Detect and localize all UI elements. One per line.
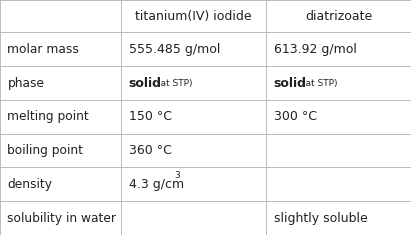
Text: 360 °C: 360 °C — [129, 144, 171, 157]
Text: 613.92 g/mol: 613.92 g/mol — [274, 43, 357, 56]
Text: density: density — [7, 178, 52, 191]
Text: 4.3 g/cm: 4.3 g/cm — [129, 178, 184, 191]
Text: (at STP): (at STP) — [302, 78, 337, 88]
Text: 300 °C: 300 °C — [274, 110, 317, 123]
Text: solid: solid — [274, 77, 307, 90]
Text: slightly soluble: slightly soluble — [274, 212, 367, 225]
Text: titanium(IV) iodide: titanium(IV) iodide — [136, 10, 252, 23]
Text: phase: phase — [7, 77, 44, 90]
Text: (at STP): (at STP) — [157, 78, 192, 88]
Text: solubility in water: solubility in water — [7, 212, 116, 225]
Text: 3: 3 — [175, 171, 180, 180]
Text: 555.485 g/mol: 555.485 g/mol — [129, 43, 220, 56]
Text: solid: solid — [129, 77, 162, 90]
Text: diatrizoate: diatrizoate — [305, 10, 372, 23]
Text: melting point: melting point — [7, 110, 89, 123]
Text: 150 °C: 150 °C — [129, 110, 172, 123]
Text: molar mass: molar mass — [7, 43, 79, 56]
Text: boiling point: boiling point — [7, 144, 83, 157]
